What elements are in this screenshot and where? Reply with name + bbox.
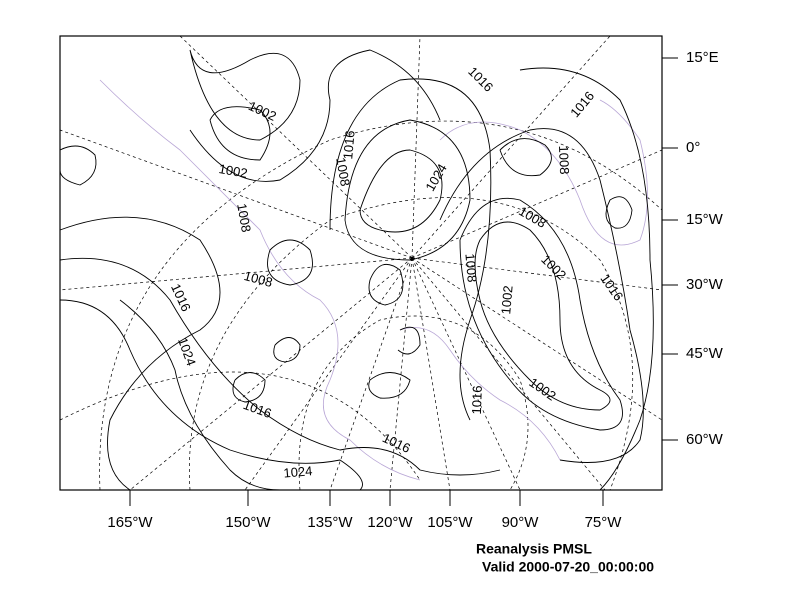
contour bbox=[329, 78, 492, 421]
contour bbox=[189, 49, 441, 182]
longitude-label: 105°W bbox=[427, 514, 473, 531]
contour-label: 1016 bbox=[168, 281, 194, 314]
contour bbox=[267, 239, 313, 286]
contour-label: 1002 bbox=[498, 285, 515, 315]
contour bbox=[344, 119, 471, 261]
contour-label: 1016 bbox=[465, 64, 496, 95]
contour bbox=[359, 149, 443, 233]
longitude-label: 90°W bbox=[502, 514, 540, 531]
graticule bbox=[59, 35, 663, 491]
contour bbox=[439, 128, 644, 463]
bottom-axis: 165°W 150°W 135°W 120°W 105°W 90°W 75°W bbox=[107, 490, 622, 531]
contour-label: 1016 bbox=[469, 385, 485, 414]
contour bbox=[59, 257, 501, 476]
latitude-label: 15°E bbox=[686, 49, 719, 66]
contour-label: 1008 bbox=[462, 253, 479, 283]
contour bbox=[273, 337, 301, 363]
coast bbox=[439, 99, 648, 246]
grat bbox=[59, 120, 663, 491]
isobars bbox=[59, 49, 654, 491]
contour-label: 1002 bbox=[526, 375, 558, 404]
contour-label: 1016 bbox=[380, 430, 413, 456]
contour bbox=[474, 221, 611, 411]
latitude-label: 0° bbox=[686, 139, 700, 156]
contour bbox=[59, 216, 221, 491]
contour-label: 1016 bbox=[597, 271, 626, 303]
contour bbox=[232, 372, 266, 403]
contour-label: 1024 bbox=[422, 161, 449, 194]
grat bbox=[298, 315, 529, 491]
contour bbox=[189, 49, 301, 141]
latitude-label: 45°W bbox=[686, 345, 724, 362]
contour-label: 1008 bbox=[516, 203, 549, 230]
contour-labels: 1002 1002 1008 1008 1016 1024 1016 1024 … bbox=[168, 64, 626, 481]
longitude-label: 150°W bbox=[225, 514, 271, 531]
longitude-label: 135°W bbox=[307, 514, 353, 531]
contour-label: 1002 bbox=[218, 161, 249, 181]
contour bbox=[59, 299, 363, 491]
map-panel: 1002 1002 1008 1008 1016 1024 1016 1024 … bbox=[59, 35, 663, 491]
contour-label: 1016 bbox=[241, 397, 273, 421]
contour-label: 1008 bbox=[242, 268, 274, 290]
latitude-label: 30°W bbox=[686, 276, 724, 293]
contour bbox=[368, 263, 404, 306]
longitude-label: 120°W bbox=[367, 514, 413, 531]
contour-label: 1008 bbox=[234, 202, 254, 233]
coast bbox=[99, 79, 421, 481]
contour bbox=[209, 106, 271, 161]
contour bbox=[519, 67, 654, 491]
contour-label: 1002 bbox=[246, 98, 279, 124]
contour-label: 1024 bbox=[283, 463, 313, 480]
grat bbox=[59, 35, 663, 421]
contour-label: 1002 bbox=[538, 252, 569, 283]
grat bbox=[129, 257, 606, 491]
contour bbox=[499, 138, 552, 177]
map-frame bbox=[59, 35, 663, 491]
contour bbox=[368, 372, 411, 399]
right-axis: 15°E 0° 15°W 30°W 45°W 60°W bbox=[662, 49, 724, 448]
map-title: Reanalysis PMSL bbox=[476, 541, 592, 557]
contour-label: 1016 bbox=[567, 88, 597, 120]
latitude-label: 60°W bbox=[686, 431, 724, 448]
contour bbox=[605, 196, 633, 229]
contour-label: 1008 bbox=[556, 145, 572, 174]
contour-label: 1016 bbox=[340, 130, 357, 160]
contour bbox=[459, 197, 623, 431]
coast bbox=[399, 327, 561, 461]
latitude-label: 15°W bbox=[686, 211, 724, 228]
map-subtitle: Valid 2000-07-20_00:00:00 bbox=[482, 559, 654, 575]
longitude-label: 75°W bbox=[585, 514, 623, 531]
contour bbox=[119, 299, 281, 491]
contour-label: 1008 bbox=[333, 156, 353, 187]
contour bbox=[397, 326, 421, 355]
coastlines bbox=[99, 79, 648, 481]
longitude-label: 165°W bbox=[107, 514, 153, 531]
contour bbox=[59, 145, 97, 186]
